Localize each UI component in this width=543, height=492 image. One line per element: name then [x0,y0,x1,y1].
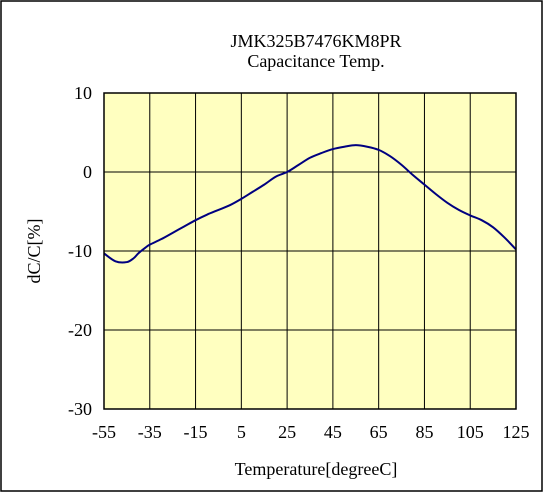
x-tick-label: 105 [457,422,484,442]
x-tick-label: 25 [278,422,296,442]
y-tick-label: -20 [68,320,92,340]
x-tick-label: -15 [184,422,208,442]
x-tick-label: 85 [415,422,433,442]
capacitance-change-line [103,144,517,264]
x-tick-label: 45 [324,422,342,442]
x-tick-label: -55 [92,422,116,442]
x-tick-label: 125 [503,422,530,442]
y-tick-label: -10 [68,241,92,261]
x-tick-label: -35 [138,422,162,442]
x-tick-labels: -55 -35 -15 5 25 45 65 85 105 125 [92,422,530,442]
y-tick-labels: -30 -20 -10 0 10 [68,83,92,419]
y-axis-label: dC/C[%] [24,219,44,284]
grid-lines [104,93,516,409]
y-tick-label: -30 [68,399,92,419]
x-tick-label: 5 [237,422,246,442]
y-tick-label: 0 [83,162,92,182]
x-tick-label: 65 [370,422,388,442]
y-tick-label: 10 [74,83,92,103]
plot-frame [103,92,517,410]
series-lines [103,144,517,264]
x-axis-label: Temperature[degreeC] [235,459,398,479]
chart-title: JMK325B7476KM8PR [230,31,401,51]
chart-subtitle: Capacitance Temp. [247,51,384,71]
